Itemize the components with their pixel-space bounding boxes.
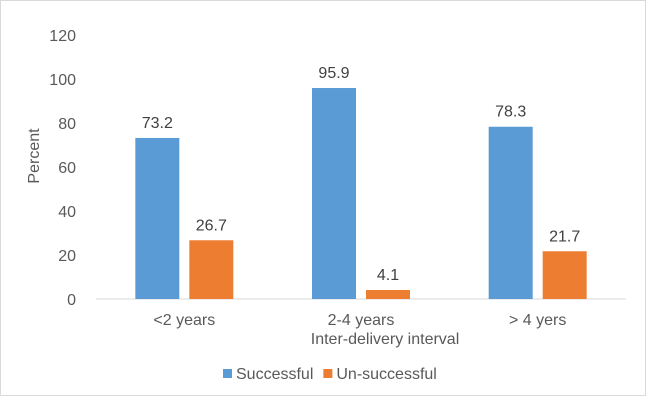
legend: Successful Un-successful — [223, 366, 437, 383]
data-label: 4.1 — [377, 267, 399, 284]
data-label: 95.9 — [318, 65, 349, 82]
y-tick-label: 0 — [67, 292, 76, 309]
y-tick-label: 20 — [58, 248, 76, 265]
y-tick-label: 80 — [58, 116, 76, 133]
bar-successful — [135, 137, 180, 299]
y-axis-ticks: 0 20 40 60 80 100 120 — [49, 28, 76, 309]
bar-unsuccessful — [189, 240, 234, 299]
x-axis-title: Inter-delivery interval — [311, 331, 460, 348]
x-axis-ticks: <2 years 2-4 years > 4 yers — [153, 312, 566, 329]
y-tick-label: 40 — [58, 204, 76, 221]
legend-swatch — [323, 369, 333, 378]
y-tick-label: 120 — [49, 28, 76, 45]
data-label: 78.3 — [495, 104, 526, 121]
legend-swatch — [223, 369, 232, 378]
legend-label: Successful — [236, 366, 313, 383]
y-tick-label: 60 — [58, 160, 76, 177]
y-tick-label: 100 — [49, 72, 76, 89]
bar-unsuccessful — [366, 289, 410, 299]
data-labels: 73.2 26.7 95.9 4.1 78.3 21.7 — [142, 65, 581, 284]
x-tick-label: <2 years — [153, 312, 215, 329]
data-label: 73.2 — [142, 115, 173, 132]
bars — [135, 88, 587, 300]
bar-successful — [312, 88, 356, 300]
data-label: 21.7 — [549, 228, 580, 245]
bar-successful — [488, 126, 533, 300]
bar-unsuccessful — [542, 251, 587, 299]
x-tick-label: 2-4 years — [328, 312, 395, 329]
data-label: 26.7 — [196, 217, 227, 234]
legend-label: Un-successful — [336, 366, 436, 383]
x-tick-label: > 4 yers — [509, 312, 566, 329]
y-axis-title: Percent — [26, 128, 43, 184]
